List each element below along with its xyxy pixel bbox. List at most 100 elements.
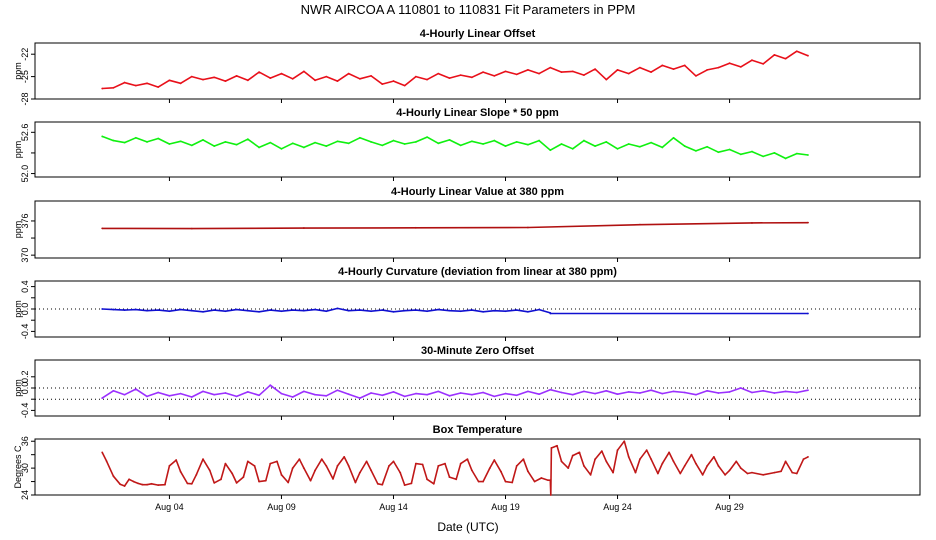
data-point (276, 460, 278, 463)
data-point (547, 479, 549, 482)
data-point (650, 141, 653, 144)
data-point (253, 464, 256, 467)
data-point (213, 309, 216, 312)
y-tick-label: -0.4 (20, 324, 30, 340)
data-point (448, 394, 451, 397)
data-point (645, 449, 648, 452)
data-point (213, 76, 216, 79)
data-point (376, 482, 379, 485)
data-point (807, 389, 809, 392)
data-point (101, 87, 104, 90)
y-tick-label: 0.4 (20, 280, 30, 293)
data-point (146, 82, 148, 85)
data-point (728, 62, 731, 65)
data-point (208, 469, 211, 472)
panel-title: 4-Hourly Linear Offset (420, 28, 536, 40)
data-point (358, 136, 361, 139)
data-point (264, 479, 267, 482)
data-point (179, 140, 182, 143)
x-axis: Aug 04 Aug 09 Aug 14 Aug 19 Aug 24 Aug 29 (155, 502, 744, 512)
data-point (459, 462, 462, 465)
y-axis-label: ppm (13, 141, 23, 159)
data-point (320, 458, 323, 461)
data-point (146, 141, 148, 143)
data-point (220, 478, 222, 481)
data-point (302, 227, 305, 229)
data-point (616, 393, 619, 396)
data-point (728, 391, 731, 393)
data-point (246, 309, 249, 312)
data-point (751, 222, 753, 224)
data-point (482, 480, 485, 483)
data-point (661, 462, 664, 465)
data-point (132, 480, 135, 483)
data-point (712, 456, 715, 458)
data-point (190, 482, 193, 485)
data-point (101, 451, 104, 454)
data-point (773, 392, 776, 394)
data-point (679, 472, 682, 475)
data-point (403, 309, 406, 312)
panel-frame (34, 42, 921, 100)
data-point (661, 64, 664, 67)
data-point (594, 392, 597, 395)
data-point (695, 74, 697, 77)
data-point (291, 77, 294, 80)
data-point (381, 83, 384, 85)
data-point (751, 391, 753, 394)
data-point (735, 460, 738, 463)
data-point (728, 148, 731, 151)
y-tick-label: 24 (20, 490, 30, 500)
x-tick-label: Aug 24 (603, 502, 632, 512)
data-point (392, 139, 395, 142)
data-point (258, 146, 260, 149)
data-point (739, 467, 742, 470)
data-point (795, 50, 798, 53)
data-point (639, 223, 641, 226)
data-point (571, 147, 574, 150)
data-point (302, 146, 305, 149)
data-point (605, 78, 608, 81)
data-point (560, 143, 563, 145)
data-point (269, 462, 272, 465)
data-point (616, 147, 619, 150)
data-point (500, 470, 502, 473)
data-point (392, 391, 395, 393)
data-point (538, 72, 541, 75)
data-point (583, 74, 585, 77)
data-point (477, 480, 480, 483)
y-tick-label: -22 (20, 48, 30, 61)
data-point (134, 84, 137, 87)
data-point (448, 138, 451, 141)
data-point (594, 68, 597, 71)
data-point (634, 471, 637, 474)
data-point (739, 65, 742, 68)
data-point (600, 450, 603, 452)
data-point (246, 460, 249, 463)
data-point (246, 79, 249, 82)
data-point (370, 469, 372, 472)
data-point (639, 392, 641, 394)
data-point (728, 469, 731, 472)
data-point (235, 143, 238, 146)
series-line-1 (102, 50, 809, 90)
data-point (627, 391, 630, 393)
data-point (706, 68, 709, 71)
data-point (258, 310, 260, 313)
data-point (224, 392, 227, 394)
data-point (235, 395, 238, 398)
data-point (358, 77, 361, 80)
data-point (470, 140, 473, 143)
data-point (773, 54, 776, 56)
data-point (134, 308, 137, 311)
data-point (325, 310, 328, 313)
data-point (739, 387, 742, 389)
data-point (224, 462, 227, 465)
data-point (432, 482, 435, 485)
data-point (392, 80, 395, 82)
data-point (392, 460, 395, 463)
data-point (157, 137, 160, 140)
figure-title: NWR AIRCOA A 110801 to 110831 Fit Parame… (301, 2, 636, 17)
data-point (291, 142, 294, 145)
